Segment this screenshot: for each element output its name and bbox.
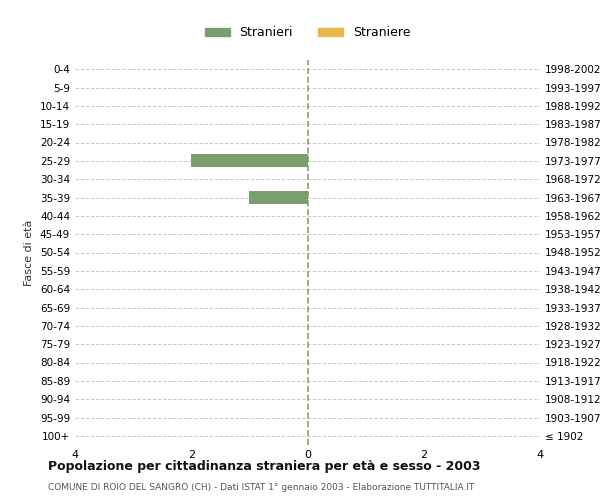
Bar xyxy=(191,154,308,167)
Y-axis label: Fasce di età: Fasce di età xyxy=(25,220,34,286)
Text: Popolazione per cittadinanza straniera per età e sesso - 2003: Popolazione per cittadinanza straniera p… xyxy=(48,460,481,473)
Bar xyxy=(250,191,308,204)
Legend: Stranieri, Straniere: Stranieri, Straniere xyxy=(199,22,415,44)
Text: COMUNE DI ROIO DEL SANGRO (CH) - Dati ISTAT 1° gennaio 2003 - Elaborazione TUTTI: COMUNE DI ROIO DEL SANGRO (CH) - Dati IS… xyxy=(48,482,475,492)
